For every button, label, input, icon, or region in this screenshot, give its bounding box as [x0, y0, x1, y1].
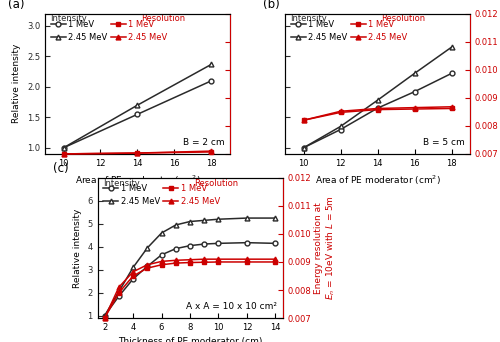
Text: Intensity: Intensity	[103, 179, 140, 187]
Text: Resolution: Resolution	[194, 179, 238, 187]
Legend: 1 MeV, 2.45 MeV, 1 MeV, 2.45 MeV: 1 MeV, 2.45 MeV, 1 MeV, 2.45 MeV	[289, 18, 410, 43]
Legend: 1 MeV, 2.45 MeV, 1 MeV, 2.45 MeV: 1 MeV, 2.45 MeV, 1 MeV, 2.45 MeV	[49, 18, 170, 43]
Text: Intensity: Intensity	[50, 14, 88, 23]
Text: Resolution: Resolution	[381, 14, 426, 23]
X-axis label: Thickness of PE moderator (cm): Thickness of PE moderator (cm)	[118, 338, 262, 342]
Text: Resolution: Resolution	[141, 14, 186, 23]
Y-axis label: Relative intensity: Relative intensity	[72, 208, 82, 288]
Text: Intensity: Intensity	[290, 14, 328, 23]
Legend: 1 MeV, 2.45 MeV, 1 MeV, 2.45 MeV: 1 MeV, 2.45 MeV, 1 MeV, 2.45 MeV	[102, 182, 222, 208]
Y-axis label: Energy resolution at
$E_n$ = 10eV with $L$ = 5m: Energy resolution at $E_n$ = 10eV with $…	[314, 196, 337, 300]
Text: (b): (b)	[263, 0, 280, 11]
Text: B = 5 cm: B = 5 cm	[422, 138, 465, 147]
X-axis label: Area of PE moderator (cm$^2$): Area of PE moderator (cm$^2$)	[74, 173, 200, 187]
Text: (a): (a)	[8, 0, 24, 11]
Text: B = 2 cm: B = 2 cm	[183, 138, 224, 147]
X-axis label: Area of PE moderator (cm$^2$): Area of PE moderator (cm$^2$)	[314, 173, 440, 187]
Text: A x A = 10 x 10 cm²: A x A = 10 x 10 cm²	[186, 302, 277, 311]
Y-axis label: Relative intensity: Relative intensity	[12, 44, 22, 123]
Text: (c): (c)	[53, 162, 68, 175]
